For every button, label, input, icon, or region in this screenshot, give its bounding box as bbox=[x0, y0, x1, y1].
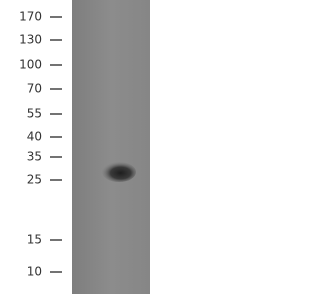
marker-label: 15 bbox=[27, 233, 42, 247]
marker-ladder: 170 130 100 70 55 40 35 25 15 10 bbox=[19, 10, 62, 279]
marker-label: 170 bbox=[19, 10, 42, 24]
marker-label: 130 bbox=[19, 33, 42, 47]
marker-label: 25 bbox=[27, 173, 42, 187]
marker-label: 100 bbox=[19, 58, 42, 72]
gel-lane bbox=[72, 0, 150, 294]
marker-label: 40 bbox=[27, 130, 42, 144]
marker-label: 35 bbox=[27, 150, 42, 164]
marker-label: 70 bbox=[27, 82, 42, 96]
blot-image: 170 130 100 70 55 40 35 25 15 10 bbox=[19, 0, 150, 294]
marker-label: 10 bbox=[27, 265, 42, 279]
protein-band bbox=[102, 162, 136, 182]
marker-label: 55 bbox=[27, 107, 42, 121]
